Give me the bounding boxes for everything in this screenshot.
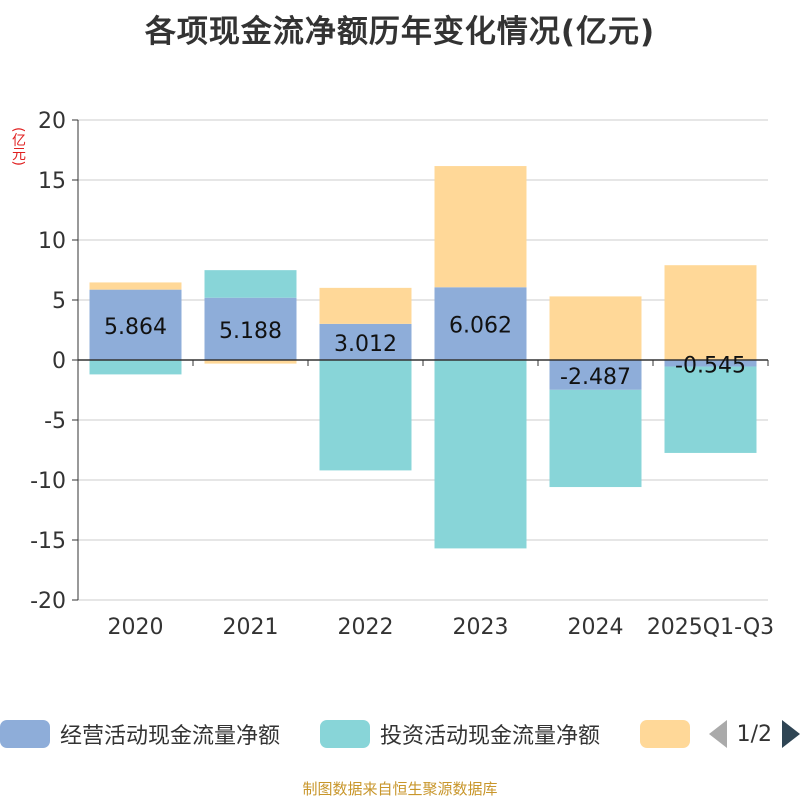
legend-page-indicator: 1/2: [736, 721, 772, 747]
legend-label-investing: 投资活动现金流量净额: [380, 724, 601, 749]
y-tick-label: -10: [30, 469, 66, 494]
y-tick-label: -20: [30, 589, 66, 614]
data-label: -2.487: [560, 365, 631, 390]
bar-investing: [89, 360, 182, 375]
bar-financing: [549, 296, 642, 360]
legend-swatch-investing: [320, 720, 370, 748]
next-page-icon[interactable]: [782, 720, 800, 748]
bar-financing: [319, 287, 412, 324]
bar-operating: [549, 360, 642, 390]
data-label: 6.062: [449, 314, 512, 339]
bar-financing: [204, 360, 297, 364]
bar-financing: [89, 282, 182, 290]
prev-page-icon[interactable]: [708, 720, 727, 748]
legend-pager: 1/2: [708, 714, 800, 754]
data-label: 3.012: [334, 332, 397, 357]
chart-title: 各项现金流净额历年变化情况(亿元): [144, 14, 656, 50]
legend-item-operating[interactable]: 经营活动现金流量净额: [0, 714, 280, 754]
legend-swatch-operating: [0, 720, 50, 748]
x-tick-label: 2021: [223, 615, 279, 640]
y-tick-label: -5: [44, 409, 66, 434]
y-tick-label: 15: [38, 169, 66, 194]
y-tick-label: 20: [38, 109, 66, 134]
x-tick-label: 2020: [108, 615, 164, 640]
data-label: -0.545: [675, 353, 746, 378]
x-tick-label: 2023: [453, 615, 509, 640]
data-label: 5.864: [104, 315, 167, 340]
legend-label-operating: 经营活动现金流量净额: [60, 724, 281, 749]
data-source-footer: 制图数据来自恒生聚源数据库: [302, 780, 498, 798]
y-tick-label: 0: [52, 349, 66, 374]
y-tick-label: 5: [52, 289, 66, 314]
x-tick-label: 2025Q1-Q3: [647, 615, 774, 640]
bar-investing: [549, 389, 642, 488]
y-tick-label: -15: [30, 529, 66, 554]
bar-financing: [664, 265, 757, 360]
x-tick-label: 2022: [338, 615, 394, 640]
bar-investing: [434, 360, 527, 549]
legend: 经营活动现金流量净额 投资活动现金流量净额 1/2: [0, 714, 800, 754]
y-axis-unit: (亿元): [10, 126, 26, 166]
bar-operating: [89, 289, 182, 360]
bar-investing: [664, 366, 757, 453]
bar-operating: [434, 287, 527, 360]
y-tick-label: 10: [38, 229, 66, 254]
bar-financing: [434, 166, 527, 288]
x-tick-label: 2024: [568, 615, 624, 640]
bar-operating: [664, 360, 757, 367]
bar-operating: [204, 297, 297, 360]
data-label: 5.188: [219, 319, 282, 344]
legend-swatch-financing: [640, 720, 690, 748]
bar-investing: [204, 270, 297, 298]
legend-item-investing[interactable]: 投资活动现金流量净额: [320, 714, 600, 754]
legend-item-financing[interactable]: [640, 714, 700, 754]
bar-operating: [319, 323, 412, 360]
bar-investing: [319, 360, 412, 471]
